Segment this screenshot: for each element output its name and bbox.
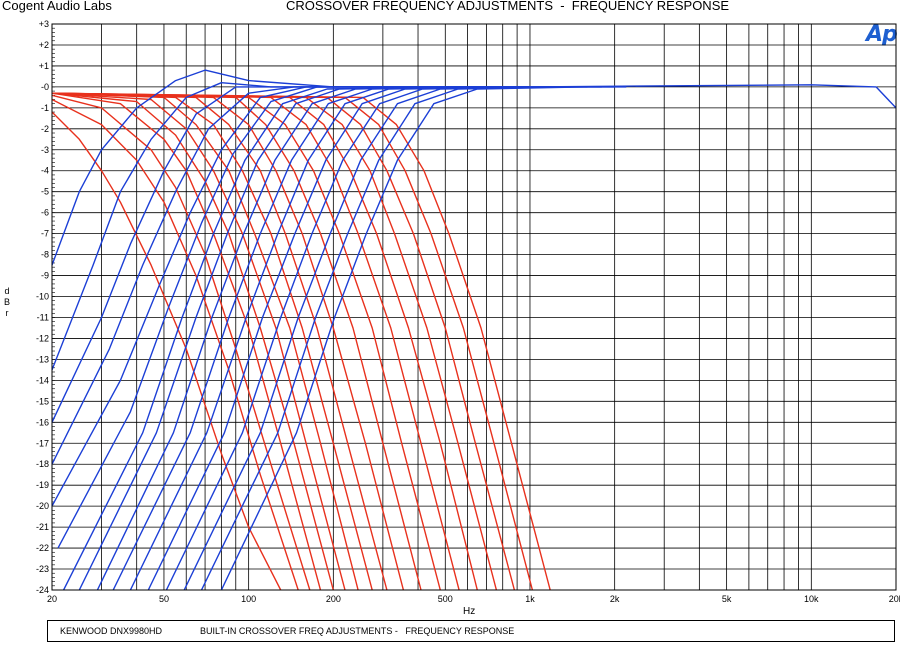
- y-tick-label: -10: [36, 292, 49, 302]
- lowpass-curve-11: [52, 92, 441, 590]
- lowpass-curve-0: [52, 111, 282, 590]
- brand-name: Cogent Audio Labs: [2, 0, 112, 13]
- y-tick-label: -0: [41, 82, 49, 92]
- y-tick-label: -7: [41, 229, 49, 239]
- lowpass-curve-2: [52, 94, 311, 590]
- lowpass-curve-9: [52, 92, 405, 590]
- x-axis-label: Hz: [463, 606, 476, 617]
- y-tick-label: +1: [39, 61, 49, 71]
- footer-device: KENWOOD DNX9980HD: [60, 626, 163, 636]
- y-tick-label: -4: [41, 166, 49, 176]
- y-tick-label: -6: [41, 208, 49, 218]
- lowpass-curve-17: [52, 92, 551, 590]
- x-tick-label: 50: [159, 594, 169, 604]
- y-tick-label: -24: [36, 585, 49, 595]
- y-axis-label: dBr: [3, 286, 10, 318]
- y-tick-label: -5: [41, 187, 49, 197]
- y-tick-label: -20: [36, 501, 49, 511]
- chart-title: CROSSOVER FREQUENCY ADJUSTMENTS - FREQUE…: [286, 0, 730, 13]
- x-tick-label: 200: [326, 594, 341, 604]
- y-tick-label: -13: [36, 354, 49, 364]
- lowpass-curve-14: [52, 92, 498, 590]
- y-tick-label: -8: [41, 250, 49, 260]
- y-tick-label: -9: [41, 271, 49, 281]
- y-tick-label: -17: [36, 438, 49, 448]
- y-tick-label: -3: [41, 145, 49, 155]
- x-tick-label: 500: [438, 594, 453, 604]
- highpass-curve-33: [220, 86, 627, 590]
- x-tick-label: 5k: [722, 594, 732, 604]
- x-tick-label: 100: [241, 594, 256, 604]
- y-tick-label: +2: [39, 40, 49, 50]
- y-tick-label: -2: [41, 124, 49, 134]
- y-tick-label: +3: [39, 19, 49, 29]
- y-tick-label: -11: [37, 312, 49, 322]
- lowpass-curve-6: [52, 92, 359, 590]
- x-tick-label: 1k: [525, 594, 535, 604]
- y-tick-label: -12: [36, 333, 49, 343]
- chart-tick-labels: +3 +2 +1 -0 -1 -2 -3 -4 -5 -6 -7 -8 -9 -10 -11 -12 -13 -1…: [36, 19, 900, 604]
- ap-logo: Ap: [866, 22, 898, 47]
- y-tick-label: -15: [36, 396, 49, 406]
- x-tick-label: 20: [47, 594, 57, 604]
- y-tick-label: -21: [36, 522, 49, 532]
- lowpass-curve-5: [52, 92, 346, 590]
- y-tick-label: -1: [41, 103, 49, 113]
- y-tick-label: -22: [36, 543, 49, 553]
- footer-description: BUILT-IN CROSSOVER FREQ ADJUSTMENTS - FR…: [200, 626, 515, 636]
- lowpass-curve-4: [52, 92, 334, 590]
- y-tick-label: -23: [36, 564, 49, 574]
- chart-curves: [52, 69, 896, 590]
- y-tick-label: -19: [36, 480, 49, 490]
- x-tick-label: 20k: [889, 594, 900, 604]
- y-tick-label: -14: [36, 375, 49, 385]
- lowpass-curve-12: [52, 92, 460, 590]
- lowpass-curve-1: [52, 98, 299, 590]
- y-tick-label: -16: [36, 417, 49, 427]
- highpass-curve-23: [57, 86, 530, 549]
- x-tick-label: 2k: [610, 594, 620, 604]
- footer-box: KENWOOD DNX9980HD BUILT-IN CROSSOVER FRE…: [47, 620, 895, 642]
- lowpass-curve-13: [52, 92, 478, 590]
- y-tick-label: -18: [36, 459, 49, 469]
- highpass-curve-18: [52, 69, 896, 266]
- lowpass-curve-3: [52, 92, 322, 590]
- lowpass-curve-8: [52, 92, 388, 590]
- plot-frame: [51, 23, 897, 591]
- lowpass-curve-10: [52, 92, 422, 590]
- x-tick-label: 10k: [804, 594, 819, 604]
